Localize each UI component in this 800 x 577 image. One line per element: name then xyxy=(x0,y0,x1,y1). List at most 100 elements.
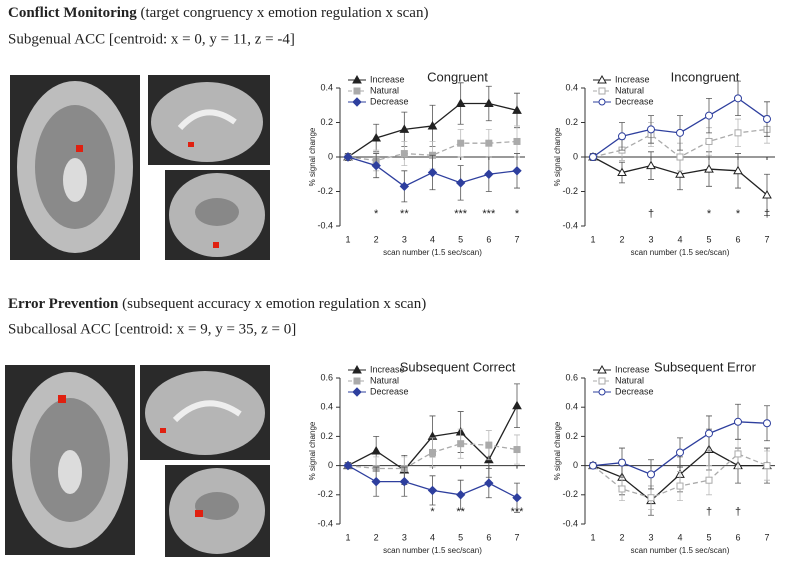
marker xyxy=(455,98,466,108)
brain-images xyxy=(10,75,270,260)
marker xyxy=(457,139,465,147)
legend-marker xyxy=(598,87,606,95)
y-tick-label: -0.4 xyxy=(317,518,333,528)
y-tick-label: 0.2 xyxy=(320,431,333,441)
y-tick-label: 0 xyxy=(573,460,578,470)
marker xyxy=(704,164,714,173)
legend-label: Natural xyxy=(615,375,644,385)
y-tick-label: -0.4 xyxy=(562,518,578,528)
significance-mark: * xyxy=(707,208,712,220)
activation xyxy=(76,145,83,152)
significance-mark: * xyxy=(374,208,379,220)
marker xyxy=(427,485,438,496)
marker xyxy=(618,132,626,141)
x-tick-label: 4 xyxy=(677,532,682,542)
legend-marker xyxy=(352,74,362,84)
marker xyxy=(676,482,684,490)
y-axis-label: % signal change xyxy=(308,421,317,480)
y-tick-label: 0 xyxy=(573,151,578,161)
x-tick-label: 1 xyxy=(590,234,595,244)
marker xyxy=(705,111,713,120)
marker xyxy=(589,461,597,470)
marker xyxy=(647,125,655,134)
y-tick-label: -0.2 xyxy=(562,186,578,196)
chart-title: Subsequent Error xyxy=(654,359,757,374)
marker xyxy=(763,462,771,470)
y-tick-label: 0.4 xyxy=(565,82,578,92)
x-tick-label: 6 xyxy=(486,532,491,542)
legend-marker xyxy=(598,388,606,396)
legend-marker xyxy=(598,377,606,385)
marker xyxy=(399,181,410,192)
marker xyxy=(646,160,656,170)
legend-label: Natural xyxy=(615,85,644,95)
marker xyxy=(762,189,772,199)
chart: Subsequent Error -0.4 -0.2 0 0.2 0.4 0.6 1 2 3 4 5 6… xyxy=(553,359,775,555)
y-tick-label: -0.4 xyxy=(562,220,578,230)
x-tick-label: 7 xyxy=(514,532,519,542)
x-tick-label: 4 xyxy=(430,234,435,244)
axial-core xyxy=(63,158,87,202)
x-tick-label: 2 xyxy=(619,234,624,244)
significance-mark: *** xyxy=(482,208,496,220)
x-tick-label: 7 xyxy=(764,532,769,542)
x-tick-label: 6 xyxy=(735,234,740,244)
corpus-callosum xyxy=(177,109,237,131)
y-axis-label: % signal change xyxy=(553,127,562,186)
significance-mark: *** xyxy=(454,208,468,220)
x-tick-label: 2 xyxy=(374,234,379,244)
marker xyxy=(427,120,438,130)
marker xyxy=(427,167,438,178)
y-tick-label: 0.4 xyxy=(565,402,578,412)
marker xyxy=(733,165,743,175)
section-heading: Conflict Monitoring (target congruency x… xyxy=(8,5,428,21)
activation xyxy=(58,395,66,403)
y-axis-label: % signal change xyxy=(553,421,562,480)
x-tick-label: 3 xyxy=(402,234,407,244)
activation xyxy=(160,428,166,433)
legend-label: Natural xyxy=(370,85,399,95)
marker xyxy=(676,153,684,161)
legend-label: Natural xyxy=(370,375,399,385)
section-subtitle: Subcallosal ACC [centroid: x = 9, y = 35… xyxy=(8,321,296,337)
activation xyxy=(195,510,203,517)
marker xyxy=(429,448,436,456)
y-tick-label: 0 xyxy=(328,460,333,470)
legend-label: Decrease xyxy=(615,96,654,106)
legend-label: Increase xyxy=(370,74,405,84)
legend-marker xyxy=(352,364,362,374)
marker xyxy=(513,137,521,145)
y-tick-label: 0.6 xyxy=(565,372,578,382)
x-tick-label: 6 xyxy=(486,234,491,244)
section-note: (target congruency x emotion regulation … xyxy=(141,5,429,21)
legend-marker xyxy=(353,377,361,385)
chart-title: Subsequent Correct xyxy=(400,359,516,374)
x-tick-label: 2 xyxy=(374,532,379,542)
x-tick-label: 5 xyxy=(706,532,711,542)
marker xyxy=(589,153,597,161)
marker xyxy=(734,94,742,103)
x-tick-label: 4 xyxy=(677,234,682,244)
y-tick-label: 0.4 xyxy=(320,402,333,412)
marker xyxy=(512,493,522,503)
marker xyxy=(705,476,713,484)
x-tick-label: 3 xyxy=(648,234,653,244)
y-tick-label: 0.2 xyxy=(565,431,578,441)
marker xyxy=(705,429,713,438)
marker xyxy=(675,169,685,178)
legend-marker xyxy=(352,387,362,397)
marker xyxy=(617,167,627,177)
chart: Subsequent Correct -0.4 -0.2 0 0.2 0.4 0.6 1 2 3 4… xyxy=(308,359,525,555)
x-tick-label: 2 xyxy=(619,532,624,542)
x-axis-label: scan number (1.5 sec/scan) xyxy=(631,248,730,257)
x-axis-label: scan number (1.5 sec/scan) xyxy=(383,248,482,257)
legend-label: Increase xyxy=(615,74,650,84)
marker xyxy=(705,137,713,145)
legend-marker xyxy=(353,87,361,95)
x-tick-label: 3 xyxy=(648,532,653,542)
significance-mark: ** xyxy=(456,506,465,518)
marker xyxy=(371,476,381,487)
sagittal-slice xyxy=(145,371,265,455)
marker xyxy=(734,129,742,137)
